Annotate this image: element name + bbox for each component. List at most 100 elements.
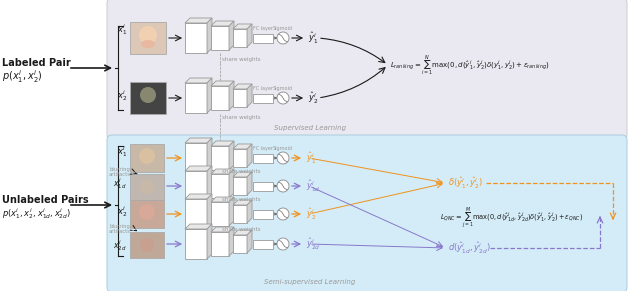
Text: FC layer: FC layer [253, 26, 273, 31]
Bar [233, 177, 247, 195]
Ellipse shape [141, 40, 155, 48]
Bar [130, 232, 164, 258]
Circle shape [277, 92, 289, 104]
Text: $\hat{y}_{2d}^i$: $\hat{y}_{2d}^i$ [306, 237, 321, 251]
Text: Labeled Pair: Labeled Pair [2, 58, 71, 68]
Polygon shape [247, 230, 252, 253]
Text: $L_{ranking} = \sum_{i=1}^{N} \max(0, d(\hat{y}_1^i, \hat{y}_2^i)\delta(y_1^i, y: $L_{ranking} = \sum_{i=1}^{N} \max(0, d(… [390, 53, 550, 77]
Polygon shape [211, 81, 234, 86]
Polygon shape [229, 197, 234, 226]
Polygon shape [229, 21, 234, 50]
Bar [233, 29, 247, 47]
Text: blurring
artifacts: blurring artifacts [109, 223, 131, 234]
Circle shape [277, 238, 289, 250]
Circle shape [139, 26, 157, 44]
Bar [233, 89, 247, 107]
Circle shape [277, 152, 289, 164]
Polygon shape [185, 138, 212, 143]
Text: FC layer: FC layer [253, 86, 273, 91]
Circle shape [140, 87, 156, 103]
Bar [211, 146, 229, 170]
Bar [253, 33, 273, 42]
Polygon shape [207, 18, 212, 53]
Polygon shape [233, 200, 252, 205]
Circle shape [277, 180, 289, 192]
Bar [253, 153, 273, 162]
Polygon shape [185, 224, 212, 229]
Bar [253, 239, 273, 249]
Bar [211, 232, 229, 256]
Bar [233, 205, 247, 223]
Text: $\hat{y}_2^i$: $\hat{y}_2^i$ [306, 207, 316, 221]
Polygon shape [229, 169, 234, 198]
Polygon shape [207, 194, 212, 229]
Polygon shape [211, 21, 234, 26]
Text: Sigmoid: Sigmoid [273, 26, 293, 31]
Polygon shape [247, 172, 252, 195]
Polygon shape [207, 78, 212, 113]
Bar [185, 229, 207, 259]
Bar [233, 235, 247, 253]
Polygon shape [233, 84, 252, 89]
Text: $\hat{y}_2^i$: $\hat{y}_2^i$ [308, 91, 319, 106]
Text: share weights: share weights [222, 116, 260, 120]
Polygon shape [233, 230, 252, 235]
Polygon shape [185, 194, 212, 199]
Text: FC layer: FC layer [253, 146, 273, 151]
Circle shape [139, 148, 155, 164]
Circle shape [139, 204, 155, 220]
Polygon shape [207, 224, 212, 259]
Bar [253, 93, 273, 102]
Text: share weights: share weights [222, 226, 260, 232]
Bar [130, 144, 164, 172]
Bar [185, 143, 207, 173]
Text: $x_1^i$: $x_1^i$ [116, 145, 127, 159]
Polygon shape [233, 144, 252, 149]
Polygon shape [247, 144, 252, 167]
Bar [185, 171, 207, 201]
Text: Unlabeled Pairs: Unlabeled Pairs [2, 195, 88, 205]
Text: $d(\hat{y}_{1d}^i, \hat{y}_{2d}^i)$: $d(\hat{y}_{1d}^i, \hat{y}_{2d}^i)$ [448, 240, 491, 255]
Polygon shape [229, 227, 234, 256]
Polygon shape [229, 141, 234, 170]
Bar [185, 23, 207, 53]
Text: $p(x_1^i, x_2^i)$: $p(x_1^i, x_2^i)$ [2, 69, 43, 85]
Polygon shape [211, 169, 234, 174]
Bar [233, 149, 247, 167]
Bar [130, 174, 164, 200]
Text: blurring
artifacts: blurring artifacts [109, 167, 131, 178]
Text: Sigmoid: Sigmoid [273, 146, 293, 151]
Bar [185, 83, 207, 113]
Bar [130, 22, 166, 54]
Bar [253, 182, 273, 191]
Polygon shape [211, 141, 234, 146]
Polygon shape [247, 200, 252, 223]
Polygon shape [211, 197, 234, 202]
Text: share weights: share weights [222, 198, 260, 203]
Text: $\delta(\hat{y}_1^i, \hat{y}_2^i)$: $\delta(\hat{y}_1^i, \hat{y}_2^i)$ [448, 175, 483, 191]
Polygon shape [233, 24, 252, 29]
Bar [130, 200, 164, 228]
Polygon shape [207, 166, 212, 201]
Polygon shape [247, 84, 252, 107]
Circle shape [140, 180, 154, 194]
Circle shape [277, 208, 289, 220]
Bar [185, 199, 207, 229]
Text: $L_{QNC} = \sum_{j=1}^{M} \max(0, d(\hat{y}_{1d}^i, \hat{y}_{2d}^i)\delta(\hat{y: $L_{QNC} = \sum_{j=1}^{M} \max(0, d(\hat… [440, 206, 583, 230]
Text: $\hat{y}_{1d}^i$: $\hat{y}_{1d}^i$ [306, 178, 321, 194]
Polygon shape [229, 81, 234, 110]
Text: $x_2^i$: $x_2^i$ [116, 205, 127, 219]
Text: $\hat{y}_1^i$: $\hat{y}_1^i$ [308, 31, 318, 45]
Text: $x_{2d}^i$: $x_{2d}^i$ [113, 239, 127, 253]
Polygon shape [207, 138, 212, 173]
Bar [211, 86, 229, 110]
Polygon shape [233, 172, 252, 177]
Polygon shape [185, 78, 212, 83]
Text: share weights: share weights [222, 169, 260, 175]
Bar [130, 82, 166, 114]
Text: $x_1^i$: $x_1^i$ [116, 22, 127, 38]
Text: Supervised Learning: Supervised Learning [274, 125, 346, 131]
Text: $p(x_1^i, x_2^i, x_{1d}^i, x_{2d}^i)$: $p(x_1^i, x_2^i, x_{1d}^i, x_{2d}^i)$ [2, 207, 71, 221]
Text: $x_{1d}^i$: $x_{1d}^i$ [113, 177, 127, 191]
Polygon shape [185, 18, 212, 23]
